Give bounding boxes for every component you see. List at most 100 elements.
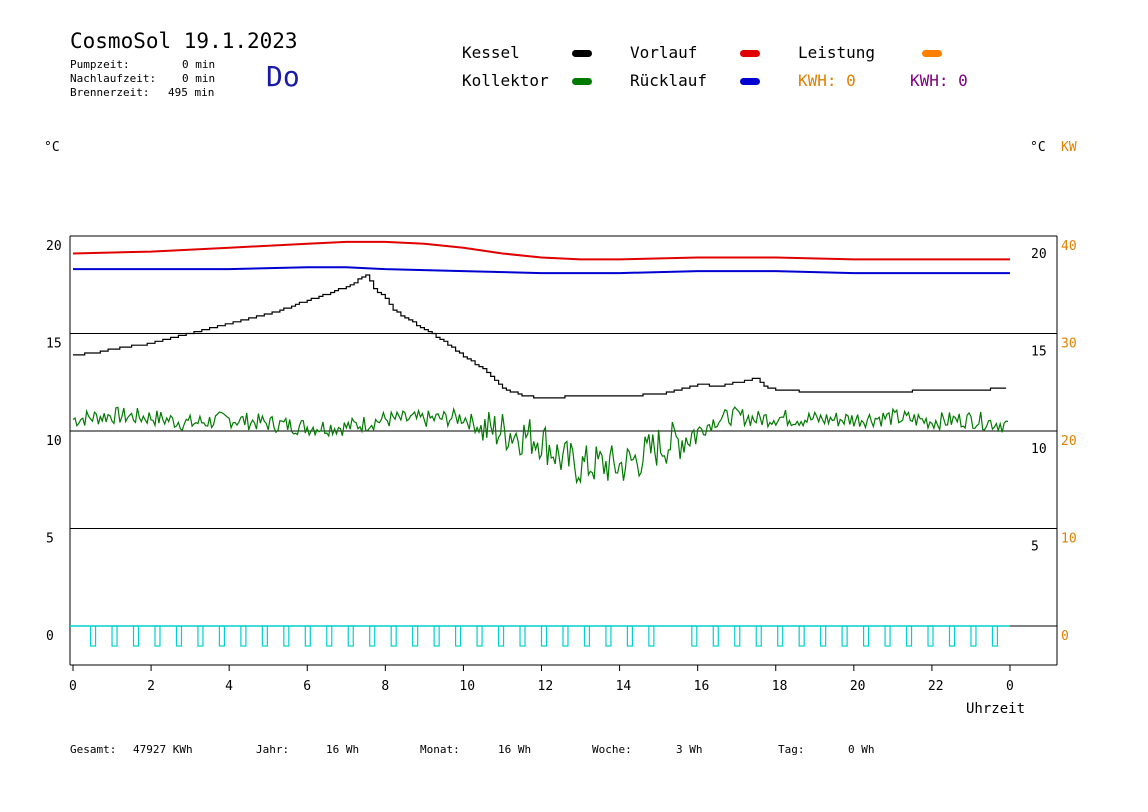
series-line-ruecklauf bbox=[73, 266, 1010, 275]
pump-pulse bbox=[261, 625, 268, 647]
chart-title: CosmoSol 19.1.2023 bbox=[70, 29, 298, 53]
footer-woche-value: 3 Wh bbox=[676, 743, 703, 756]
pump-pulse bbox=[798, 625, 805, 647]
footer-jahr-value: 16 Wh bbox=[326, 743, 360, 756]
pump-pulse bbox=[412, 625, 419, 647]
pump-pulse bbox=[948, 625, 956, 647]
footer-monat-label: Monat: bbox=[420, 743, 460, 756]
pump-pulse bbox=[347, 625, 354, 647]
pump-pulse bbox=[691, 625, 698, 647]
legend-kollektor-swatch bbox=[572, 78, 592, 85]
series-line-kessel bbox=[73, 274, 1007, 399]
x-tick-label: 4 bbox=[225, 679, 233, 694]
pump-pulse bbox=[562, 625, 569, 647]
weekday-label: Do bbox=[266, 60, 300, 93]
pump-pulse bbox=[132, 625, 140, 647]
pump-pulse bbox=[433, 625, 440, 647]
x-tick-label: 14 bbox=[616, 679, 632, 694]
right-tick-label: 15 bbox=[1031, 345, 1047, 360]
left-tick-label: 10 bbox=[46, 434, 62, 449]
x-tick-label: 0 bbox=[1006, 679, 1014, 694]
pump-pulse bbox=[390, 625, 397, 647]
series-line-vorlauf bbox=[72, 240, 1010, 261]
x-tick-label: 18 bbox=[772, 679, 788, 694]
pump-pulse bbox=[777, 625, 784, 647]
nachlauf-value: 0 min bbox=[182, 72, 216, 85]
footer-gesamt-label: Gesamt: bbox=[70, 743, 117, 756]
footer-monat-value: 16 Wh bbox=[498, 743, 532, 756]
x-tick-label: 12 bbox=[538, 679, 554, 694]
right-tick-label: 20 bbox=[1031, 247, 1047, 262]
pump-pulse bbox=[734, 625, 741, 647]
legend-leistung-label: Leistung bbox=[798, 43, 876, 62]
legend-vorlauf-label: Vorlauf bbox=[630, 43, 698, 62]
legend-kollektor-label: Kollektor bbox=[462, 71, 549, 90]
x-tick-label: 6 bbox=[303, 679, 311, 694]
right-tick-label: 10 bbox=[1031, 442, 1047, 457]
pump-pulse bbox=[626, 625, 633, 647]
left-tick-label: 20 bbox=[46, 239, 62, 254]
footer-jahr-label: Jahr: bbox=[256, 743, 290, 756]
pump-pulse bbox=[927, 625, 934, 647]
x-axis-label: Uhrzeit bbox=[966, 701, 1026, 717]
legend-vorlauf-swatch bbox=[740, 50, 760, 57]
x-tick-label: 0 bbox=[69, 679, 77, 694]
legend-kwh-purple: KWH: 0 bbox=[910, 71, 968, 90]
nachlauf-label: Nachlaufzeit: bbox=[70, 72, 157, 85]
pump-pulse bbox=[583, 625, 591, 647]
pump-pulse bbox=[369, 625, 376, 647]
pump-pulse bbox=[648, 625, 655, 647]
kw-tick-label: 20 bbox=[1061, 434, 1077, 449]
left-tick-label: 5 bbox=[46, 532, 54, 547]
footer-tag-label: Tag: bbox=[778, 743, 805, 756]
kw-tick-label: 0 bbox=[1061, 629, 1069, 644]
pump-pulse bbox=[519, 625, 526, 647]
pump-pulse bbox=[197, 625, 204, 647]
brenner-value: 495 min bbox=[168, 86, 215, 99]
left-tick-label: 0 bbox=[46, 629, 54, 644]
pump-pulse bbox=[283, 625, 290, 647]
x-tick-label: 22 bbox=[928, 679, 944, 694]
right-axis-unit-kw: KW bbox=[1061, 140, 1077, 155]
right-tick-label: 5 bbox=[1031, 540, 1039, 555]
pump-pulse bbox=[175, 625, 183, 647]
legend-leistung-swatch bbox=[922, 50, 942, 57]
legend-kessel-swatch bbox=[572, 50, 592, 57]
legend-kwh-orange: KWH: 0 bbox=[798, 71, 856, 90]
pump-label: Pumpzeit: bbox=[70, 58, 130, 71]
pump-pulse bbox=[841, 625, 848, 647]
kw-tick-label: 40 bbox=[1061, 239, 1077, 254]
left-tick-label: 15 bbox=[46, 337, 62, 352]
pump-pulse bbox=[862, 625, 870, 647]
kw-tick-label: 30 bbox=[1061, 337, 1077, 352]
series-line-kollektor bbox=[72, 406, 1009, 485]
pump-pulse bbox=[755, 625, 762, 647]
pump-pulse bbox=[476, 625, 483, 647]
pump-pulse bbox=[712, 625, 719, 647]
pump-pulse bbox=[605, 625, 612, 647]
pump-pulse bbox=[326, 625, 333, 647]
footer-gesamt-value: 47927 KWh bbox=[133, 743, 193, 756]
pump-pulse bbox=[89, 625, 97, 647]
pump-pulse bbox=[304, 625, 311, 647]
right-axis-unit: °C bbox=[1030, 140, 1046, 155]
left-axis-unit: °C bbox=[44, 140, 60, 155]
pump-value: 0 min bbox=[182, 58, 216, 71]
x-tick-label: 2 bbox=[147, 679, 155, 694]
legend-ruecklauf-label: Rücklauf bbox=[630, 71, 708, 90]
footer-tag-value: 0 Wh bbox=[848, 743, 875, 756]
pump-pulse bbox=[905, 625, 913, 647]
pump-pulse bbox=[240, 625, 247, 647]
pump-pulse bbox=[111, 625, 118, 647]
x-tick-label: 16 bbox=[694, 679, 710, 694]
pump-pulse bbox=[455, 625, 462, 647]
x-tick-label: 8 bbox=[381, 679, 389, 694]
pump-pulse bbox=[218, 625, 226, 647]
legend-ruecklauf-swatch bbox=[740, 78, 760, 85]
brenner-label: Brennerzeit: bbox=[70, 86, 150, 99]
legend-kessel-label: Kessel bbox=[462, 43, 520, 62]
kw-tick-label: 10 bbox=[1061, 532, 1077, 547]
pump-pulse bbox=[497, 625, 505, 647]
pump-pulse bbox=[154, 625, 161, 647]
